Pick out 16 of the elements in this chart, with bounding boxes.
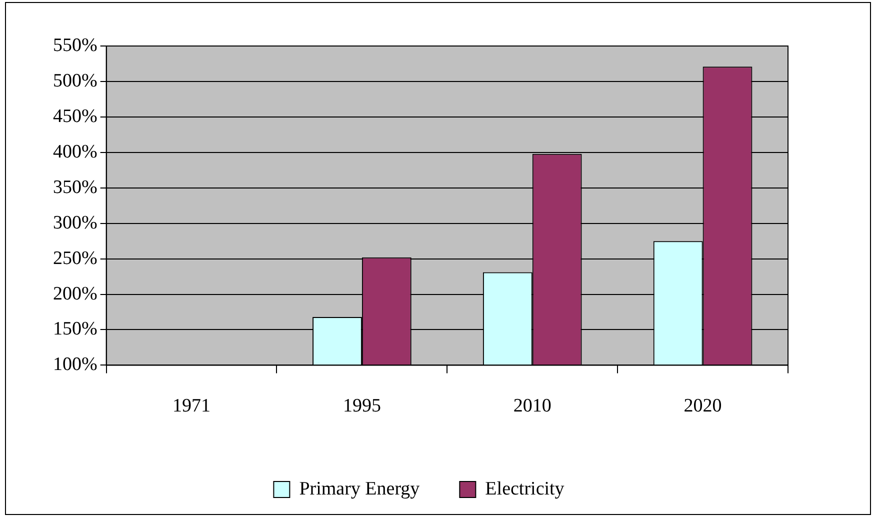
y-tick-label: 100% <box>53 354 98 376</box>
y-tick-label: 300% <box>53 212 98 234</box>
x-tick-label: 1971 <box>172 396 211 417</box>
x-tick-label: 2010 <box>513 396 552 417</box>
y-tick-label: 550% <box>53 34 98 56</box>
y-tick-label: 500% <box>53 70 98 92</box>
y-tick-label: 450% <box>53 106 98 127</box>
y-tick-label: 200% <box>53 283 98 304</box>
y-tick-label: 150% <box>53 318 98 340</box>
legend-label: Primary Energy <box>299 478 420 500</box>
y-tick-label: 400% <box>53 141 98 162</box>
legend-label: Electricity <box>485 478 565 500</box>
x-tick-label: 1995 <box>342 396 381 417</box>
y-tick-label: 350% <box>53 176 98 198</box>
y-tick-label: 250% <box>53 248 98 269</box>
x-tick-label: 2020 <box>684 396 722 417</box>
